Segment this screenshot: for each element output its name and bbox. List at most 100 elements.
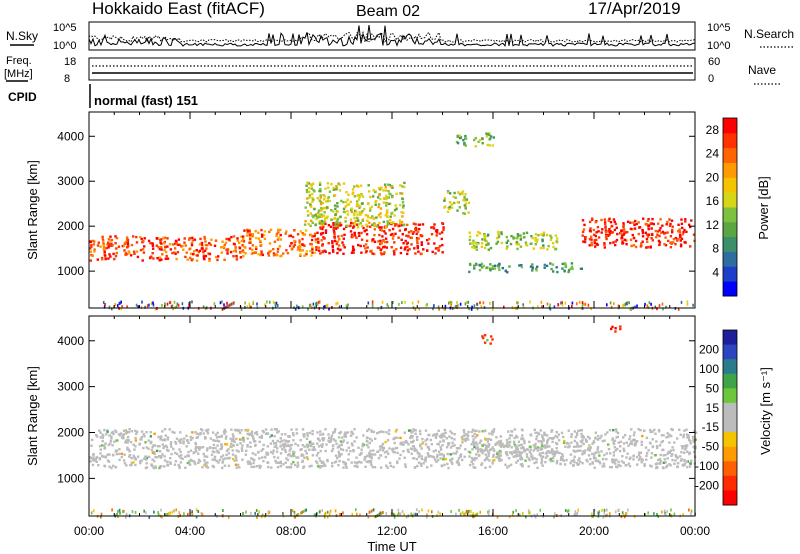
echo-cell [345,224,348,228]
echo-cell [327,186,330,189]
echo-cell [693,450,696,454]
echo-cell [309,203,312,207]
echo-cell [403,181,406,185]
echo-cell [471,435,474,438]
echo-cell [355,203,359,206]
freq-tick-top: 18 [64,56,76,68]
echo-cell [333,232,336,235]
echo-cell [310,187,313,190]
echo-cell [679,459,683,462]
echo-cell [495,436,498,439]
echo-cell [167,449,170,452]
echo-cell [641,434,644,438]
echo-cell [118,452,121,456]
echo-cell [683,458,686,462]
echo-cell [651,445,655,448]
echo-cell [416,230,420,234]
echo-cell [421,437,424,441]
echo-cell [366,202,370,206]
echo-cell [401,215,404,218]
echo-cell [368,221,371,224]
echo-cell [311,221,314,224]
echo-cell [115,449,118,452]
echo-cell [455,450,459,453]
echo-cell [594,436,597,440]
echo-cell [282,446,286,449]
echo-cell [470,430,473,434]
echo-cell [145,466,149,469]
echo-cell [542,439,545,442]
echo-cell [366,443,369,447]
echo-cell [689,245,692,248]
echo-cell [667,435,670,438]
echo-cell [225,237,228,241]
echo-cell [603,465,606,468]
echo-cell [353,461,357,464]
noise-cell [123,509,125,513]
noise-cell [508,515,511,519]
echo-cell [90,245,93,248]
echo-cell [333,231,336,234]
echo-cell [91,463,95,467]
echo-cell [333,204,337,207]
noise-cell [246,305,249,309]
echo-cell [349,230,353,233]
echo-cell [629,456,632,459]
echo-cell [482,336,485,340]
echo-cell [388,447,391,450]
echo-cell [307,214,310,217]
echo-cell [674,243,677,246]
echo-cell [266,453,269,456]
echo-cell [323,195,326,198]
echo-cell [384,440,387,444]
echo-cell [622,224,625,227]
echo-cell [671,225,674,228]
echo-cell [532,449,535,452]
echo-cell [456,141,460,145]
echo-cell [614,449,617,452]
echo-cell [536,466,539,470]
noise-cell [181,302,184,306]
echo-cell [424,457,427,461]
echo-cell [488,133,491,137]
noise-cell [219,301,222,305]
echo-cell [437,450,441,453]
echo-cell [621,455,624,458]
echo-cell [189,256,192,260]
echo-cell [686,450,689,453]
echo-cell [334,217,337,220]
echo-cell [689,442,692,445]
echo-cell [383,197,386,200]
echo-cell [268,230,271,234]
echo-cell [306,197,309,200]
echo-cell [113,257,116,261]
echo-cell [383,183,387,186]
echo-cell [378,226,381,229]
echo-cell [619,325,622,328]
echo-cell [401,192,404,195]
echo-cell [376,225,379,228]
echo-cell [91,254,94,258]
echo-cell [156,445,160,448]
echo-cell [427,242,430,245]
echo-cell [487,444,490,448]
echo-cell [415,435,419,439]
echo-cell [311,182,315,185]
echo-cell [426,466,429,469]
noise-cell [392,301,394,304]
echo-cell [536,431,539,434]
echo-cell [385,464,388,467]
echo-cell [515,461,518,464]
noise-cell [487,510,489,514]
noise-cell [201,512,204,516]
echo-cell [334,439,337,443]
echo-cell [647,227,650,231]
echo-cell [399,436,402,440]
echo-cell [101,440,104,443]
echo-cell [290,428,293,431]
echo-cell [485,135,489,138]
echo-cell [275,450,279,453]
echo-cell [683,445,686,448]
echo-cell [390,221,393,225]
noise-cell [276,304,279,307]
